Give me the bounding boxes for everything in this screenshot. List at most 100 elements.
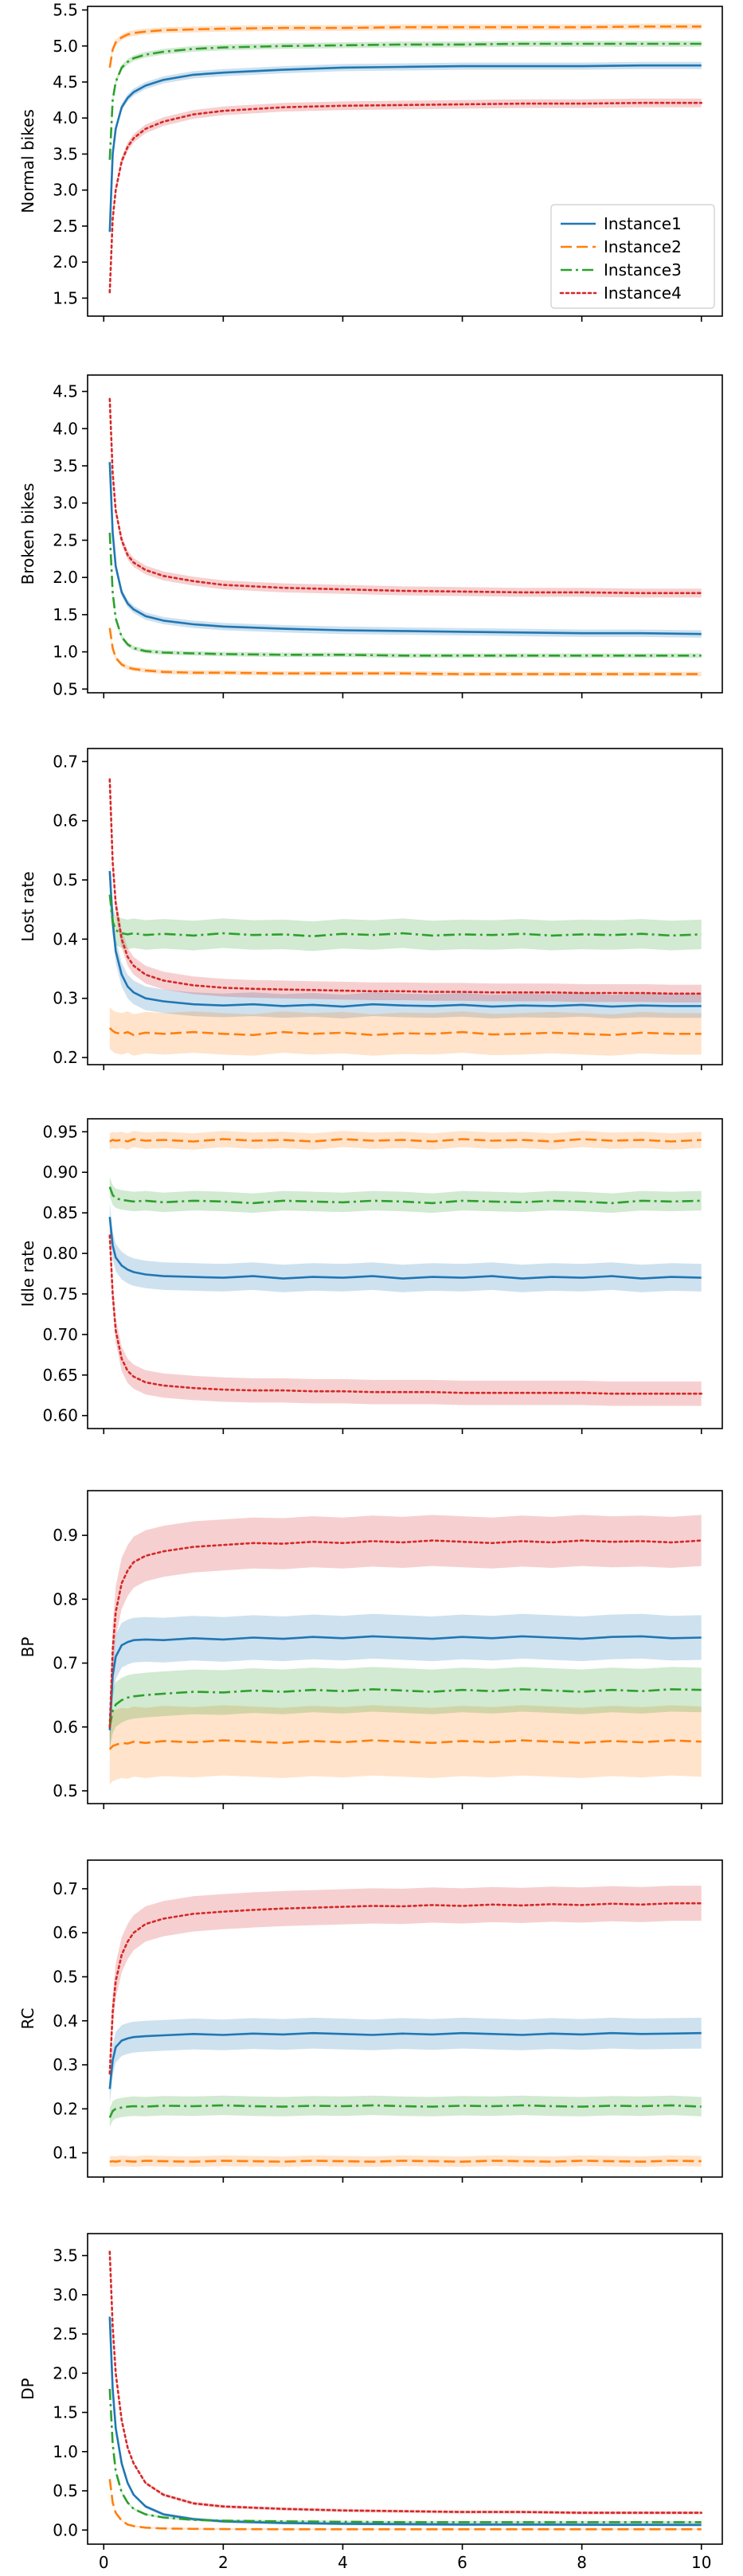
y-tick-label: 2.0 — [53, 252, 78, 272]
y-tick-label: 1.0 — [53, 643, 78, 662]
series-line-instance3-broken-bikes — [108, 533, 702, 657]
band-instance2-lost-rate — [109, 1007, 702, 1056]
band-instance4-lost-rate — [109, 770, 702, 1003]
y-tick-label: 5.5 — [53, 1, 78, 20]
series-line-instance1-dp — [108, 2316, 702, 2527]
y-tick-label: 0.90 — [42, 1163, 78, 1182]
series-line-instance1-lost-rate — [108, 870, 702, 1008]
panel-rc: 0.1 0.2 0.3 0.4 0.5 0.6 0.7 RC — [18, 1859, 723, 2183]
band-instance2-normal-bikes — [109, 23, 702, 71]
axes-frame-broken-bikes — [87, 374, 723, 694]
y-axis-label: Lost rate — [18, 871, 37, 941]
series-line-instance4-lost-rate — [108, 778, 703, 995]
y-tick-label: 0.9 — [53, 1526, 78, 1545]
y-axis-label: Broken bikes — [18, 483, 37, 585]
y-tick-label: 3.5 — [53, 144, 78, 163]
y-tick-label: 5.0 — [53, 37, 78, 56]
series-line-instance3-dp — [108, 2388, 702, 2523]
axes-frame-bp — [87, 1490, 723, 1804]
y-tick-label: 3.0 — [53, 181, 78, 200]
y-tick-label: 0.4 — [53, 929, 78, 948]
x-tick-label: 6 — [457, 2553, 467, 2572]
y-tick-label: 0.65 — [42, 1366, 78, 1385]
series-line-instance3-lost-rate — [108, 894, 702, 937]
series-line-instance1-bp — [108, 1635, 702, 1730]
series-line-instance3-idle-rate — [108, 1186, 702, 1205]
series-line-instance4-dp — [108, 2250, 703, 2514]
y-tick-label: 2.5 — [53, 530, 78, 549]
band-instance4-broken-bikes — [109, 394, 702, 598]
y-tick-label: 0.6 — [53, 1923, 78, 1942]
x-tick-label: 10 — [691, 2553, 711, 2572]
y-axis-label: BP — [18, 1637, 37, 1658]
y-tick-label: 0.7 — [53, 752, 78, 771]
series-line-instance2-rc — [109, 2160, 702, 2163]
panel-normal-bikes: 1.5 2.0 2.5 3.0 3.5 4.0 4.5 5.0 5.5 Normal bikes I… — [18, 1, 723, 322]
panel-broken-bikes: 0.5 1.0 1.5 2.0 2.5 3.0 3.5 4.0 4.5 Broken bikes — [18, 374, 723, 698]
y-tick-label: 2.5 — [53, 2324, 78, 2343]
y-tick-label: 0.5 — [53, 1781, 78, 1800]
y-tick-label: 0.2 — [53, 1048, 78, 1067]
y-tick-label: 0.7 — [53, 1879, 78, 1898]
band-instance4-bp — [109, 1515, 702, 1753]
band-instance3-bp — [109, 1667, 702, 1749]
band-instance1-dp — [109, 2315, 702, 2527]
y-tick-label: 4.5 — [53, 72, 78, 92]
legend: Instance1 Instance2 Instance3 Instance4 — [550, 204, 715, 309]
y-tick-label: 0.80 — [42, 1244, 78, 1263]
legend-label-instance3: Instance3 — [604, 260, 682, 279]
y-tick-label: 3.0 — [53, 2285, 78, 2304]
series-line-instance2-broken-bikes — [108, 627, 702, 675]
y-axis-label: Idle rate — [18, 1241, 37, 1307]
legend-label-instance2: Instance2 — [604, 237, 682, 256]
y-tick-label: 1.5 — [53, 605, 78, 624]
y-tick-label: 0.4 — [53, 2011, 78, 2031]
y-tick-label: 4.0 — [53, 419, 78, 438]
y-tick-label: 0.5 — [53, 870, 78, 889]
series-line-instance1-broken-bikes — [108, 462, 702, 635]
legend-label-instance4: Instance4 — [604, 283, 682, 303]
y-tick-label: 0.95 — [42, 1122, 78, 1141]
legend-label-instance1: Instance1 — [604, 214, 682, 233]
y-tick-label: 0.85 — [42, 1203, 78, 1222]
axes-frame-dp — [87, 2233, 723, 2545]
y-tick-label: 1.5 — [53, 2403, 78, 2422]
y-tick-label: 3.5 — [53, 456, 78, 475]
band-instance4-rc — [109, 1886, 702, 2092]
series-line-instance3-normal-bikes — [108, 42, 702, 160]
y-tick-label: 3.0 — [53, 494, 78, 513]
y-tick-label: 2.0 — [53, 2363, 78, 2383]
x-tick-label: 0 — [99, 2553, 109, 2572]
axes-frame-lost-rate — [87, 748, 723, 1065]
y-tick-label: 0.7 — [53, 1654, 78, 1673]
y-tick-label: 3.5 — [53, 2246, 78, 2265]
y-tick-label: 1.0 — [53, 2442, 78, 2461]
series-line-instance4-broken-bikes — [108, 397, 703, 595]
series-line-instance4-idle-rate — [108, 1234, 703, 1395]
panel-idle-rate: 0.60 0.65 0.70 0.75 0.80 0.85 0.90 0.95 Idle rat… — [18, 1118, 723, 1434]
y-tick-label: 4.5 — [53, 382, 78, 401]
y-tick-label: 0.60 — [42, 1406, 78, 1425]
series-line-instance4-bp — [108, 1539, 703, 1729]
band-instance1-broken-bikes — [109, 458, 702, 638]
band-instance2-bp — [109, 1705, 702, 1784]
series-line-instance2-idle-rate — [109, 1138, 702, 1143]
y-tick-label: 0.5 — [53, 1967, 78, 1986]
band-instance1-rc — [109, 2017, 702, 2105]
axes-frame-rc — [87, 1859, 723, 2178]
band-instance1-idle-rate — [109, 1202, 702, 1292]
y-tick-label: 0.6 — [53, 1718, 78, 1737]
series-line-instance2-dp — [108, 2479, 702, 2531]
band-instance4-dp — [109, 2250, 702, 2515]
series-line-instance2-normal-bikes — [108, 25, 702, 68]
y-tick-label: 0.2 — [53, 2099, 78, 2118]
y-tick-label: 1.5 — [53, 288, 78, 307]
series-line-instance1-idle-rate — [108, 1217, 702, 1280]
series-line-instance3-rc — [108, 2104, 702, 2118]
y-axis-label: Normal bikes — [18, 109, 37, 213]
y-tick-label: 4.0 — [53, 108, 78, 127]
x-tick-label: 2 — [218, 2553, 229, 2572]
x-tick-label: 8 — [577, 2553, 587, 2572]
y-tick-label: 0.0 — [53, 2520, 78, 2539]
